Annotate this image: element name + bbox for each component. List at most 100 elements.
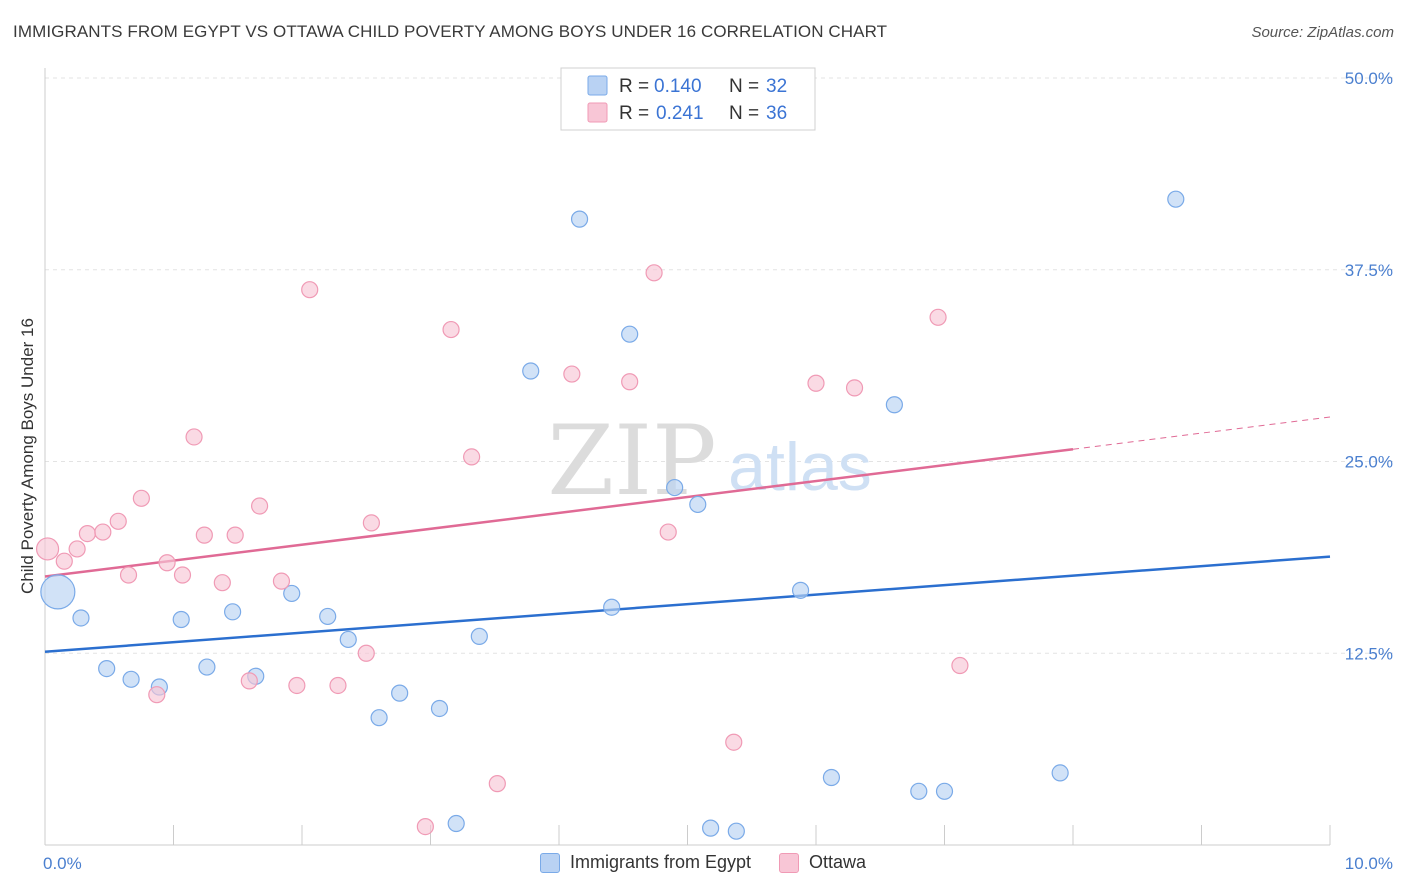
- legend-swatch-egypt: [587, 75, 608, 96]
- legend-r-value-egypt: 0.140: [654, 76, 702, 97]
- data-points: [35, 190, 1185, 840]
- point-ottawa-21: [357, 644, 375, 662]
- legend-r-value-ottawa: 0.241: [656, 103, 704, 124]
- point-egypt-13: [391, 684, 409, 702]
- series-label-ottawa: Ottawa: [809, 852, 867, 872]
- point-ottawa-14: [226, 526, 244, 544]
- point-ottawa-26: [488, 775, 506, 793]
- point-ottawa-23: [416, 817, 434, 836]
- y-tick-label-1: 25.0%: [1345, 453, 1393, 472]
- point-ottawa-19: [301, 281, 319, 299]
- chart-title: IMMIGRANTS FROM EGYPT VS OTTAWA CHILD PO…: [13, 22, 888, 41]
- point-ottawa-16: [250, 497, 269, 515]
- trend-line-1: [44, 447, 1074, 578]
- point-ottawa-9: [158, 554, 176, 572]
- point-egypt-27: [885, 396, 903, 414]
- point-ottawa-28: [621, 373, 639, 391]
- point-egypt-24: [727, 822, 745, 840]
- point-egypt-21: [666, 478, 684, 497]
- y-tick-labels: 12.5% 25.0% 37.5% 50.0%: [1345, 69, 1393, 663]
- point-ottawa-13: [213, 574, 231, 592]
- watermark-atlas: atlas: [728, 429, 872, 505]
- point-egypt-6: [198, 658, 216, 676]
- point-ottawa-22: [362, 514, 380, 532]
- x-tick-label-min: 0.0%: [43, 854, 82, 873]
- point-egypt-29: [935, 782, 954, 800]
- point-egypt-22: [689, 495, 707, 514]
- point-ottawa-29: [645, 264, 663, 282]
- point-ottawa-4: [94, 523, 112, 541]
- x-tick-label-max: 10.0%: [1345, 854, 1393, 873]
- point-egypt-16: [470, 627, 488, 645]
- point-egypt-3: [122, 670, 140, 688]
- series-label-egypt: Immigrants from Egypt: [569, 852, 751, 872]
- point-egypt-5: [172, 610, 190, 629]
- point-egypt-18: [570, 210, 589, 228]
- legend-n-value-ottawa: 36: [766, 103, 787, 124]
- legend-swatch-ottawa: [587, 102, 608, 123]
- watermark: ZIP atlas: [547, 405, 871, 517]
- point-egypt-15: [447, 814, 465, 833]
- point-ottawa-11: [185, 428, 203, 446]
- point-ottawa-31: [725, 733, 743, 751]
- legend-r-label-egypt: R =: [619, 76, 649, 97]
- point-ottawa-12: [195, 526, 213, 544]
- point-ottawa-18: [288, 676, 306, 695]
- point-egypt-31: [1167, 190, 1185, 208]
- point-ottawa-32: [807, 374, 825, 392]
- watermark-zip: ZIP: [547, 405, 716, 517]
- y-tick-label-0: 12.5%: [1345, 644, 1393, 663]
- point-egypt-1: [72, 609, 90, 627]
- point-ottawa-7: [132, 489, 150, 507]
- point-ottawa-8: [148, 686, 166, 704]
- point-egypt-12: [370, 709, 388, 727]
- axes: [44, 68, 1331, 846]
- point-egypt-10: [319, 607, 337, 626]
- series-swatch-ottawa: [779, 852, 799, 873]
- point-egypt-0: [40, 574, 76, 610]
- point-ottawa-1: [55, 552, 73, 570]
- trend-lines: [44, 416, 1331, 653]
- point-ottawa-17: [272, 572, 291, 590]
- point-ottawa-25: [463, 448, 481, 466]
- trend-line-ext-1: [1072, 416, 1331, 450]
- point-egypt-28: [910, 782, 928, 800]
- point-egypt-17: [522, 362, 540, 380]
- series-swatch-egypt: [539, 852, 560, 873]
- series-legend-egypt[interactable]: Immigrants from Egypt: [539, 852, 751, 873]
- point-ottawa-2: [68, 540, 86, 558]
- point-ottawa-6: [119, 566, 138, 584]
- point-ottawa-27: [563, 365, 581, 383]
- point-ottawa-10: [173, 566, 192, 584]
- legend-r-label-ottawa: R =: [619, 103, 649, 124]
- series-legend-ottawa[interactable]: Ottawa: [779, 852, 866, 873]
- point-egypt-11: [339, 630, 357, 649]
- y-tick-label-2: 37.5%: [1345, 261, 1393, 280]
- legend-n-label-egypt: N =: [729, 76, 759, 97]
- point-egypt-26: [822, 768, 841, 787]
- point-ottawa-30: [659, 523, 677, 541]
- point-ottawa-20: [329, 676, 347, 695]
- point-ottawa-5: [109, 512, 127, 530]
- point-egypt-2: [98, 659, 116, 678]
- point-egypt-25: [791, 581, 810, 599]
- point-egypt-9: [283, 584, 301, 603]
- point-egypt-7: [224, 603, 242, 621]
- trend-line-0: [44, 555, 1331, 653]
- point-ottawa-24: [442, 320, 460, 339]
- correlation-legend: R = 0.140 N = 32 R = 0.241 N = 36: [560, 67, 816, 131]
- point-ottawa-15: [240, 672, 258, 690]
- point-ottawa-35: [951, 656, 969, 675]
- legend-n-label-ottawa: N =: [729, 103, 759, 124]
- point-ottawa-33: [845, 379, 864, 397]
- point-egypt-30: [1051, 764, 1069, 782]
- point-ottawa-0: [35, 537, 60, 561]
- point-egypt-14: [430, 699, 449, 718]
- y-tick-label-3: 50.0%: [1345, 69, 1393, 88]
- legend-n-value-egypt: 32: [766, 76, 787, 97]
- source-label: Source: ZipAtlas.com: [1251, 24, 1394, 41]
- point-egypt-19: [603, 598, 621, 616]
- x-tick-labels: 0.0% 10.0%: [43, 854, 1393, 873]
- point-ottawa-34: [929, 308, 947, 326]
